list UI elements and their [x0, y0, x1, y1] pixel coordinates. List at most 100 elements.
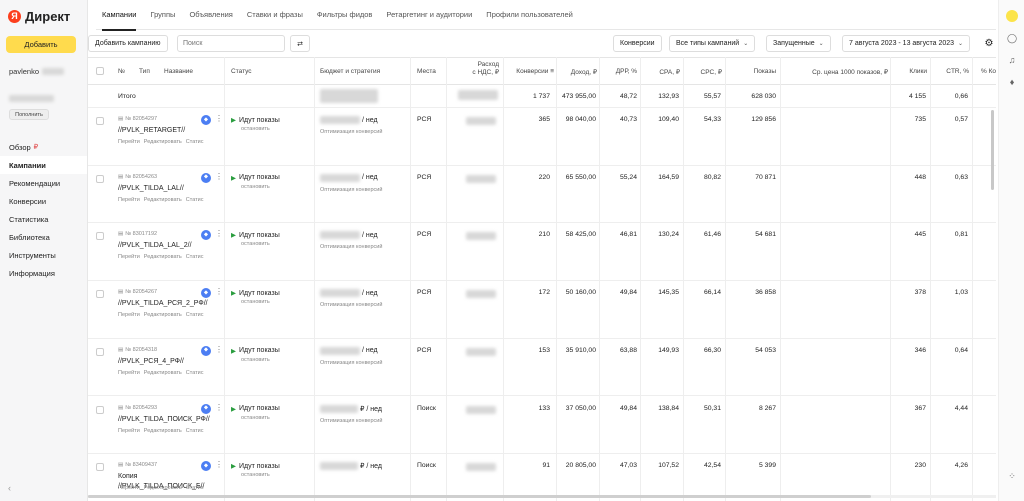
tab-user-profiles[interactable]: Профили пользователей	[486, 10, 573, 19]
collapse-sidebar-icon[interactable]: ‹	[8, 483, 11, 493]
stop-link[interactable]: остановить	[241, 414, 270, 421]
col-conversions[interactable]: Конверсии ≡	[516, 68, 554, 75]
stats-link[interactable]: Статис	[185, 312, 204, 319]
edit-link[interactable]: Редактировать	[143, 254, 182, 261]
row-checkbox[interactable]	[96, 232, 104, 241]
campaign-name[interactable]: //PVLK_РСЯ_4_РФ//	[118, 357, 184, 365]
autotarget-badge-icon[interactable]: ⬥	[201, 230, 211, 241]
col-shows[interactable]: Показы	[753, 68, 776, 75]
add-campaign-button[interactable]: Добавить кампанию	[88, 35, 168, 52]
sidebar-item-statistics[interactable]: Статистика	[0, 210, 87, 228]
col-budget[interactable]: Бюджет и стратегия	[320, 68, 381, 75]
row-checkbox[interactable]	[96, 347, 104, 356]
tab-ads[interactable]: Объявления	[189, 10, 233, 19]
col-cpa[interactable]: CPA, ₽	[659, 69, 680, 76]
budget-cell[interactable]: ₽ / нед	[320, 462, 382, 471]
table-row[interactable]: ▤ № 83409437 Копия //PVLK_TILDA_ПОИСК_Б/…	[88, 454, 996, 501]
stop-link[interactable]: остановить	[241, 299, 270, 306]
autotarget-badge-icon[interactable]: ⬥	[201, 172, 211, 183]
filter-settings-button[interactable]: ⇄	[290, 35, 310, 52]
budget-cell[interactable]: / нед	[320, 116, 378, 124]
autotarget-badge-icon[interactable]: ⬥	[201, 115, 211, 125]
bell-icon[interactable]: ♫	[1008, 55, 1016, 65]
go-link[interactable]: Перейти	[118, 139, 140, 145]
campaign-types-select[interactable]: Все типы кампаний ⌄	[669, 35, 756, 52]
tab-bids-phrases[interactable]: Ставки и фразы	[246, 10, 303, 19]
sidebar-item-tools[interactable]: Инструменты	[0, 246, 87, 264]
campaign-name[interactable]: //PVLK_TILDA_РСЯ_2_РФ//	[118, 300, 208, 308]
budget-cell[interactable]: / нед	[320, 173, 378, 182]
stats-link[interactable]: Статис	[185, 369, 204, 376]
select-all-checkbox[interactable]	[96, 67, 104, 75]
campaign-name-line2[interactable]: //PVLK_TILDA_ПОИСК_Б//	[118, 483, 205, 491]
col-num[interactable]: №	[118, 68, 125, 75]
user-account[interactable]: pavlenko	[9, 67, 65, 76]
go-link[interactable]: Перейти	[118, 427, 140, 434]
autotarget-badge-icon[interactable]: ⬥	[201, 403, 211, 414]
yandex-services-icon[interactable]	[1006, 10, 1018, 22]
col-drr[interactable]: ДРР, %	[615, 68, 637, 75]
row-checkbox[interactable]	[96, 463, 104, 472]
autotarget-badge-icon[interactable]: ⬥	[201, 461, 211, 472]
stats-link[interactable]: Статис	[185, 196, 204, 203]
vertical-scrollbar-thumb[interactable]	[991, 110, 994, 190]
campaign-name[interactable]: //PVLK_RETARGET//	[118, 127, 186, 134]
stats-link[interactable]: Статис	[185, 254, 204, 261]
stop-link[interactable]: остановить	[241, 241, 270, 248]
topup-button[interactable]: Пополнить	[9, 109, 49, 120]
settings-button[interactable]: ⚙	[981, 35, 997, 52]
col-status[interactable]: Статус	[231, 68, 252, 75]
col-name[interactable]: Название	[164, 68, 194, 75]
budget-cell[interactable]: / нед	[320, 289, 378, 298]
budget-cell[interactable]: / нед	[320, 346, 378, 355]
table-row[interactable]: ▤ № 82054318 //PVLK_РСЯ_4_РФ// Перейти Р…	[88, 339, 996, 397]
col-ctr[interactable]: CTR, %	[946, 68, 969, 75]
more-menu-icon[interactable]: ⋮	[215, 402, 223, 412]
more-menu-icon[interactable]: ⋮	[215, 287, 223, 297]
tab-feed-filters[interactable]: Фильтры фидов	[316, 10, 373, 19]
edit-link[interactable]: Редактировать	[143, 485, 182, 492]
stop-link[interactable]: остановить	[241, 126, 270, 132]
stop-link[interactable]: остановить	[241, 356, 270, 363]
tab-retargeting[interactable]: Ретаргетинг и аудитории	[386, 10, 473, 19]
sidebar-item-overview[interactable]: Обзор ₽	[0, 138, 87, 156]
horizontal-scrollbar-thumb[interactable]	[88, 495, 871, 498]
stop-link[interactable]: остановить	[241, 183, 270, 190]
autotarget-badge-icon[interactable]: ⬥	[201, 345, 211, 356]
stats-link[interactable]: Статис	[185, 139, 204, 145]
sidebar-item-campaigns[interactable]: Кампании	[0, 156, 87, 174]
table-row[interactable]: ▤ № 82054267 //PVLK_TILDA_РСЯ_2_РФ// Пер…	[88, 281, 996, 339]
campaign-name[interactable]: //PVLK_TILDA_LAL_2//	[118, 242, 192, 250]
row-checkbox[interactable]	[96, 405, 104, 414]
col-cpm[interactable]: Ср. цена 1000 показов, ₽	[812, 69, 888, 76]
brand-logo[interactable]: Я Директ	[8, 9, 70, 24]
sidebar-item-info[interactable]: Информация	[0, 264, 87, 282]
table-row[interactable]: ▤ № 83017192 //PVLK_TILDA_LAL_2// Перейт…	[88, 223, 996, 282]
col-cpc[interactable]: CPC, ₽	[700, 69, 722, 76]
more-menu-icon[interactable]: ⋮	[215, 460, 223, 470]
go-link[interactable]: Перейти	[118, 485, 140, 492]
tab-campaigns[interactable]: Кампании	[102, 0, 137, 31]
more-menu-icon[interactable]: ⋮	[215, 114, 223, 123]
table-row[interactable]: ▤ № 82054263 //PVLK_TILDA_LAL// Перейти …	[88, 166, 996, 224]
budget-cell[interactable]: ₽ / нед	[320, 404, 382, 413]
edit-link[interactable]: Редактировать	[143, 369, 182, 376]
go-link[interactable]: Перейти	[118, 312, 140, 319]
campaign-name[interactable]: Копия	[118, 473, 138, 481]
budget-cell[interactable]: / нед	[320, 231, 378, 240]
more-menu-icon[interactable]: ⋮	[215, 344, 223, 354]
col-more[interactable]: % Ко	[981, 68, 996, 75]
go-link[interactable]: Перейти	[118, 196, 140, 203]
row-checkbox[interactable]	[96, 174, 104, 183]
edit-link[interactable]: Редактировать	[143, 312, 182, 319]
table-row[interactable]: ▤ № 82054297 //PVLK_RETARGET// Перейти Р…	[88, 108, 996, 166]
campaign-name[interactable]: //PVLK_TILDA_LAL//	[118, 184, 184, 192]
col-clicks[interactable]: Клики	[909, 68, 927, 75]
table-row[interactable]: ▤ № 82054293 //PVLK_TILDA_ПОИСК_РФ// Пер…	[88, 397, 996, 455]
stats-link[interactable]: Статис	[185, 485, 204, 492]
edit-link[interactable]: Редактировать	[143, 196, 182, 203]
conversions-button[interactable]: Конверсии	[613, 35, 662, 52]
col-spend[interactable]: Расход с НДС, ₽	[472, 61, 499, 76]
status-filter-select[interactable]: Запущенные ⌄	[766, 35, 831, 52]
col-type[interactable]: Тип	[139, 68, 150, 75]
